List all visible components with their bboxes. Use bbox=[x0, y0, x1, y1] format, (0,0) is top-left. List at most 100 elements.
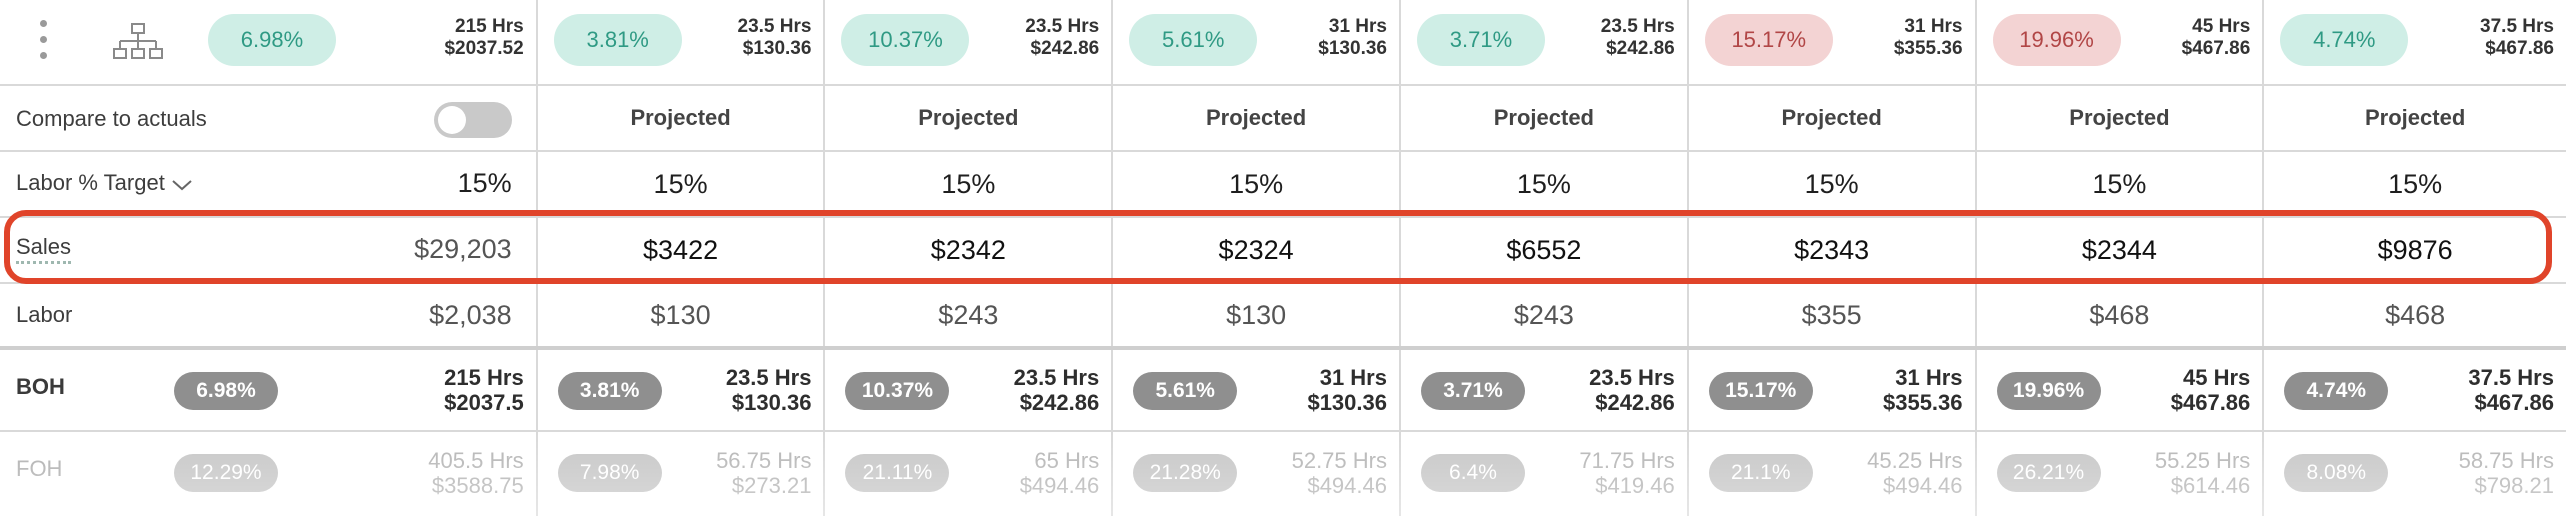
foh-cost: $3588.75 bbox=[431, 473, 524, 499]
foh-hours: 65 Hrs bbox=[1034, 448, 1100, 473]
labor-target-label-cell: Labor % Target 15% bbox=[0, 152, 538, 216]
compare-row: Compare to actuals Projected Projected P… bbox=[0, 86, 2566, 152]
sales-total: $29,203 bbox=[414, 234, 512, 264]
foh-cost: $273.21 bbox=[731, 473, 812, 499]
projected-label: Projected bbox=[630, 105, 731, 130]
day-cost: $242.86 bbox=[1030, 37, 1100, 59]
labor-value: $130 bbox=[650, 299, 711, 330]
sales-value[interactable]: $3422 bbox=[643, 234, 719, 265]
sales-row: Sales $29,203 $3422 $2342 $2324 $6552 $2… bbox=[0, 216, 2566, 284]
boh-pct-badge: 3.71% bbox=[1420, 372, 1525, 410]
labor-target-total: 15% bbox=[457, 168, 512, 198]
summary-day-cell: 3.81% 23.5 Hrs $130.36 bbox=[538, 0, 826, 84]
foh-cost: $798.21 bbox=[2474, 473, 2554, 499]
day-cost: $130.36 bbox=[1318, 37, 1387, 59]
foh-hours-cost: 52.75 Hrs $494.46 bbox=[1292, 448, 1387, 499]
foh-pct-badge: 26.21% bbox=[1996, 454, 2101, 492]
projected-label: Projected bbox=[1205, 105, 1307, 130]
sales-cell: $2343 bbox=[1689, 218, 1977, 282]
projected-cell: Projected bbox=[1977, 86, 2265, 150]
labor-target-value[interactable]: 15% bbox=[1229, 168, 1284, 199]
foh-pct-badge: 21.11% bbox=[845, 454, 950, 492]
day-hours: 23.5 Hrs bbox=[737, 16, 812, 37]
foh-pct-badge: 21.28% bbox=[1133, 454, 1238, 492]
summary-day-cell: 15.17% 31 Hrs $355.36 bbox=[1689, 0, 1977, 84]
boh-cost: $2037.5 bbox=[444, 390, 524, 416]
sales-label-text: Sales bbox=[16, 234, 72, 264]
summary-row: 6.98% 215 Hrs $2037.52 3.81% 23.5 Hrs $13… bbox=[0, 0, 2566, 86]
sales-value[interactable]: $2342 bbox=[930, 234, 1006, 265]
labor-target-value[interactable]: 15% bbox=[1516, 168, 1571, 199]
foh-hours-cost: 405.5 Hrs $3588.75 bbox=[428, 448, 523, 499]
day-pct-badge: 4.74% bbox=[2280, 14, 2409, 66]
foh-day-cell: 26.21% 55.25 Hrs $614.46 bbox=[1977, 432, 2265, 516]
foh-day-cell: 21.28% 52.75 Hrs $494.46 bbox=[1113, 432, 1401, 516]
sales-value[interactable]: $2344 bbox=[2081, 234, 2157, 265]
chevron-down-icon bbox=[172, 180, 192, 191]
day-hours: 45 Hrs bbox=[2192, 16, 2251, 37]
foh-hours: 71.75 Hrs bbox=[1579, 448, 1675, 473]
boh-cost: $355.36 bbox=[1882, 390, 1963, 416]
foh-label-cell: FOH 12.29% 405.5 Hrs $3588.75 bbox=[0, 432, 538, 516]
day-cost: $467.86 bbox=[2181, 37, 2251, 59]
sales-value[interactable]: $6552 bbox=[1506, 234, 1582, 265]
sales-cell: $2342 bbox=[825, 218, 1114, 282]
labor-cell: $243 bbox=[1401, 284, 1689, 346]
boh-hours: 31 Hrs bbox=[1895, 365, 1963, 390]
labor-cell: $355 bbox=[1689, 284, 1977, 346]
day-hours-cost: 23.5 Hrs $242.86 bbox=[1601, 16, 1675, 60]
boh-hours-cost: 23.5 Hrs $242.86 bbox=[1014, 365, 1100, 416]
labor-target-value[interactable]: 15% bbox=[653, 168, 708, 199]
summary-day-cell: 5.61% 31 Hrs $130.36 bbox=[1113, 0, 1401, 84]
day-hours-cost: 31 Hrs $130.36 bbox=[1318, 16, 1387, 60]
foh-pct-badge: 21.1% bbox=[1708, 454, 1813, 492]
day-cost: $130.36 bbox=[742, 37, 812, 59]
labor-target-cell: 15% bbox=[1689, 152, 1977, 216]
compare-toggle[interactable] bbox=[433, 102, 512, 138]
summary-day-cell: 19.96% 45 Hrs $467.86 bbox=[1977, 0, 2265, 84]
sales-label-cell: Sales $29,203 bbox=[0, 218, 538, 282]
labor-target-value[interactable]: 15% bbox=[941, 168, 996, 199]
summary-day-cell: 4.74% 37.5 Hrs $467.86 bbox=[2264, 0, 2566, 84]
summary-hours-cost: 215 Hrs $2037.52 bbox=[444, 16, 523, 60]
kebab-menu-icon[interactable] bbox=[40, 20, 48, 62]
projected-label: Projected bbox=[2069, 105, 2170, 130]
foh-pct-badge: 7.98% bbox=[557, 454, 662, 492]
projected-cell: Projected bbox=[2264, 86, 2566, 150]
compare-label: Compare to actuals bbox=[16, 106, 207, 131]
labor-target-dropdown[interactable]: Labor % Target bbox=[16, 170, 193, 196]
summary-cost: $2037.52 bbox=[444, 37, 524, 59]
boh-pct-badge: 10.37% bbox=[845, 372, 950, 410]
labor-target-value[interactable]: 15% bbox=[2388, 168, 2443, 199]
labor-cell: $468 bbox=[1977, 284, 2265, 346]
sales-cell: $2324 bbox=[1113, 218, 1401, 282]
labor-target-value[interactable]: 15% bbox=[2092, 168, 2147, 199]
toggle-knob bbox=[437, 106, 466, 134]
day-cost: $467.86 bbox=[2485, 37, 2554, 59]
foh-hours: 405.5 Hrs bbox=[428, 448, 524, 473]
sales-value[interactable]: $2324 bbox=[1218, 234, 1294, 265]
labor-cell: $130 bbox=[538, 284, 826, 346]
labor-target-value[interactable]: 15% bbox=[1804, 168, 1859, 199]
projected-cell: Projected bbox=[538, 86, 826, 150]
day-pct-badge: 5.61% bbox=[1129, 14, 1258, 66]
boh-day-cell: 3.81% 23.5 Hrs $130.36 bbox=[538, 350, 826, 430]
labor-target-cell: 15% bbox=[2264, 152, 2566, 216]
summary-hours: 215 Hrs bbox=[455, 16, 524, 37]
day-hours: 31 Hrs bbox=[1904, 16, 1963, 37]
org-chart-icon[interactable] bbox=[112, 22, 164, 62]
projected-cell: Projected bbox=[1113, 86, 1401, 150]
foh-day-cell: 8.08% 58.75 Hrs $798.21 bbox=[2264, 432, 2566, 516]
boh-hours: 23.5 Hrs bbox=[725, 365, 812, 390]
day-pct-badge: 19.96% bbox=[1992, 14, 2121, 66]
summary-day-cell: 10.37% 23.5 Hrs $242.86 bbox=[825, 0, 1114, 84]
sales-value[interactable]: $2343 bbox=[1794, 234, 1870, 265]
boh-cost: $467.86 bbox=[2170, 390, 2251, 416]
sales-value[interactable]: $9876 bbox=[2377, 234, 2453, 265]
day-pct-badge: 3.71% bbox=[1416, 14, 1545, 66]
projected-cell: Projected bbox=[1689, 86, 1977, 150]
day-cost: $242.86 bbox=[1606, 37, 1675, 59]
boh-pct-badge: 5.61% bbox=[1133, 372, 1238, 410]
labor-value: $468 bbox=[2089, 299, 2150, 330]
